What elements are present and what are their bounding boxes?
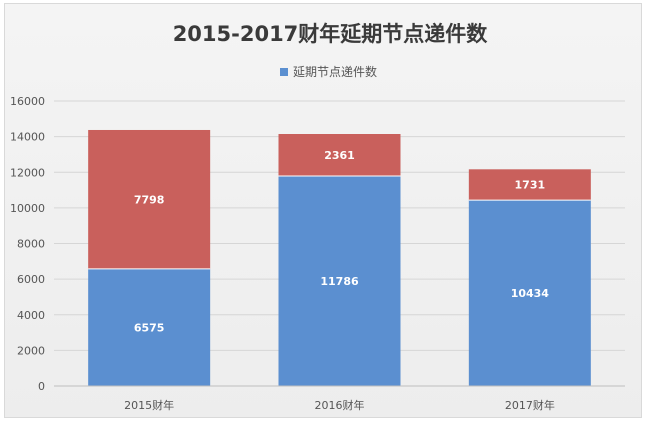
bar-segment-upper [88,129,211,269]
bars: 6575 7798 11786 2361 10434 1731 [88,129,591,386]
bar-segment-upper [468,169,591,201]
y-tick-label: 14000 [10,131,45,144]
bar-segment-lower [468,200,591,386]
y-tick-label: 0 [38,380,45,393]
y-tick-label: 12000 [10,166,45,179]
data-label: 10434 [511,287,550,300]
y-tick-label: 10000 [10,202,45,215]
data-label: 1731 [515,179,546,192]
y-axis: 0 2000 4000 6000 8000 10000 12000 14000 16000 [10,95,45,393]
x-tick-label: 2015财年 [124,398,174,412]
data-label: 11786 [320,275,359,288]
bar-segment-upper [278,134,401,177]
data-label: 7798 [134,193,165,206]
bar-segment-lower [88,268,211,386]
y-tick-label: 4000 [17,309,45,322]
legend: 延期节点递件数 [280,64,377,79]
y-tick-label: 8000 [17,238,45,251]
x-tick-label: 2016财年 [315,398,365,412]
legend-label: 延期节点递件数 [293,64,377,79]
y-tick-label: 2000 [17,344,45,357]
x-axis: 2015财年 2016财年 2017财年 [54,385,625,412]
bar-segment-lower [278,176,401,386]
y-tick-label: 16000 [10,95,45,108]
chart-frame: 2015-2017财年延期节点递件数 延期节点递件数 0 2000 4000 6000… [4,3,642,418]
y-tick-label: 6000 [17,273,45,286]
stacked-bar-chart: 2015-2017财年延期节点递件数 延期节点递件数 0 2000 4000 6000… [10,22,625,412]
data-label: 2361 [324,149,355,162]
x-tick-label: 2017财年 [505,398,555,412]
legend-swatch [280,68,288,76]
chart-title: 2015-2017财年延期节点递件数 [173,22,489,46]
data-label: 6575 [134,321,165,334]
